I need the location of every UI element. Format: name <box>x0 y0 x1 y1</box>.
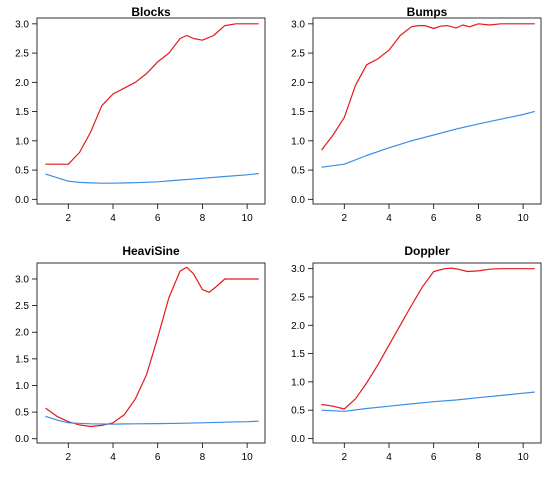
heavisine-plot-frame <box>36 262 266 444</box>
bumps-y-tick-label: 1.5 <box>291 107 305 118</box>
blocks-x-tick-label: 6 <box>155 213 161 224</box>
blocks-x-tick-label: 8 <box>200 213 206 224</box>
doppler-y-tick-label: 2.5 <box>291 292 305 303</box>
doppler-y-tick-label: 0.0 <box>291 434 305 445</box>
bumps-x-tick-label: 2 <box>342 213 348 224</box>
bumps-y-tick-label: 0.5 <box>291 166 305 177</box>
heavisine-y-tick-label: 1.5 <box>15 354 29 365</box>
bumps-title: Bumps <box>407 5 448 19</box>
blocks-y-tick-label: 2.5 <box>15 49 29 60</box>
doppler-y-tick-label: 3.0 <box>291 264 305 275</box>
doppler-y-tick-label: 1.0 <box>291 377 305 388</box>
bumps-x-tick-label: 8 <box>476 213 482 224</box>
bumps-y-tick-label: 3.0 <box>291 19 305 30</box>
heavisine-y-tick-label: 2.5 <box>15 301 29 312</box>
blocks-title: Blocks <box>131 5 171 19</box>
blocks-y-tick-label: 3.0 <box>15 19 29 30</box>
doppler-x-tick-label: 2 <box>342 452 348 463</box>
heavisine-title: HeaviSine <box>122 244 180 258</box>
blocks-x-tick-label: 4 <box>110 213 116 224</box>
doppler-title: Doppler <box>404 244 450 258</box>
bumps-y-tick-label: 1.0 <box>291 136 305 147</box>
blocks-plot-frame <box>36 17 266 205</box>
heavisine-x-tick-label: 2 <box>66 452 72 463</box>
doppler-y-tick-label: 1.5 <box>291 349 305 360</box>
heavisine-x-tick-label: 8 <box>200 452 206 463</box>
blocks-x-tick-label: 2 <box>66 213 72 224</box>
blocks-series-red-line <box>45 23 259 165</box>
bumps-plot-frame <box>312 17 542 205</box>
bumps-series-red-line <box>321 23 535 151</box>
heavisine-y-tick-label: 1.0 <box>15 381 29 392</box>
doppler-series-blue-line <box>321 391 535 412</box>
bumps-y-tick-label: 2.5 <box>291 49 305 60</box>
blocks-y-tick-label: 2.0 <box>15 78 29 89</box>
heavisine-x-tick-label: 6 <box>155 452 161 463</box>
blocks-y-tick-label: 1.5 <box>15 107 29 118</box>
bumps-x-tick-label: 10 <box>518 213 530 224</box>
bumps-y-tick-label: 0.0 <box>291 195 305 206</box>
heavisine-y-tick-label: 0.5 <box>15 408 29 419</box>
blocks-y-tick-label: 0.5 <box>15 166 29 177</box>
doppler-x-tick-label: 4 <box>386 452 392 463</box>
bumps-x-tick-label: 6 <box>431 213 437 224</box>
bumps-y-tick-label: 2.0 <box>291 78 305 89</box>
doppler-panel: Doppler 2 4 6 8 10 0.0 0.5 1.0 1.5 2.0 2.5 3.0 <box>291 244 542 463</box>
doppler-series-red-line <box>321 267 535 410</box>
doppler-y-tick-label: 2.0 <box>291 321 305 332</box>
heavisine-y-tick-label: 2.0 <box>15 328 29 339</box>
heavisine-x-tick-label: 10 <box>242 452 254 463</box>
heavisine-y-tick-label: 3.0 <box>15 274 29 285</box>
bumps-series-blue-line <box>321 110 535 168</box>
doppler-x-tick-label: 6 <box>431 452 437 463</box>
blocks-y-tick-label: 0.0 <box>15 195 29 206</box>
bumps-panel: Bumps 2 4 6 8 10 0.0 0.5 1.0 1.5 2.0 2.5 3.0 <box>291 5 542 224</box>
blocks-y-tick-label: 1.0 <box>15 136 29 147</box>
heavisine-series-red-line <box>45 266 259 428</box>
doppler-x-tick-label: 10 <box>518 452 530 463</box>
heavisine-x-tick-label: 4 <box>110 452 116 463</box>
blocks-x-tick-label: 10 <box>242 213 254 224</box>
heavisine-panel: HeaviSine 2 4 6 8 10 0.0 0.5 1.0 1.5 2.0 2.5 3.0 <box>15 244 266 463</box>
doppler-y-tick-label: 0.5 <box>291 406 305 417</box>
doppler-plot-frame <box>312 262 542 444</box>
heavisine-series-blue-line <box>45 415 259 425</box>
bumps-x-tick-label: 4 <box>386 213 392 224</box>
heavisine-y-tick-label: 0.0 <box>15 434 29 445</box>
blocks-panel: Blocks 2 4 6 8 10 0.0 0.5 1.0 1.5 2.0 2.5 3.0 <box>15 5 266 224</box>
doppler-x-tick-label: 8 <box>476 452 482 463</box>
blocks-series-blue-line <box>45 173 259 184</box>
